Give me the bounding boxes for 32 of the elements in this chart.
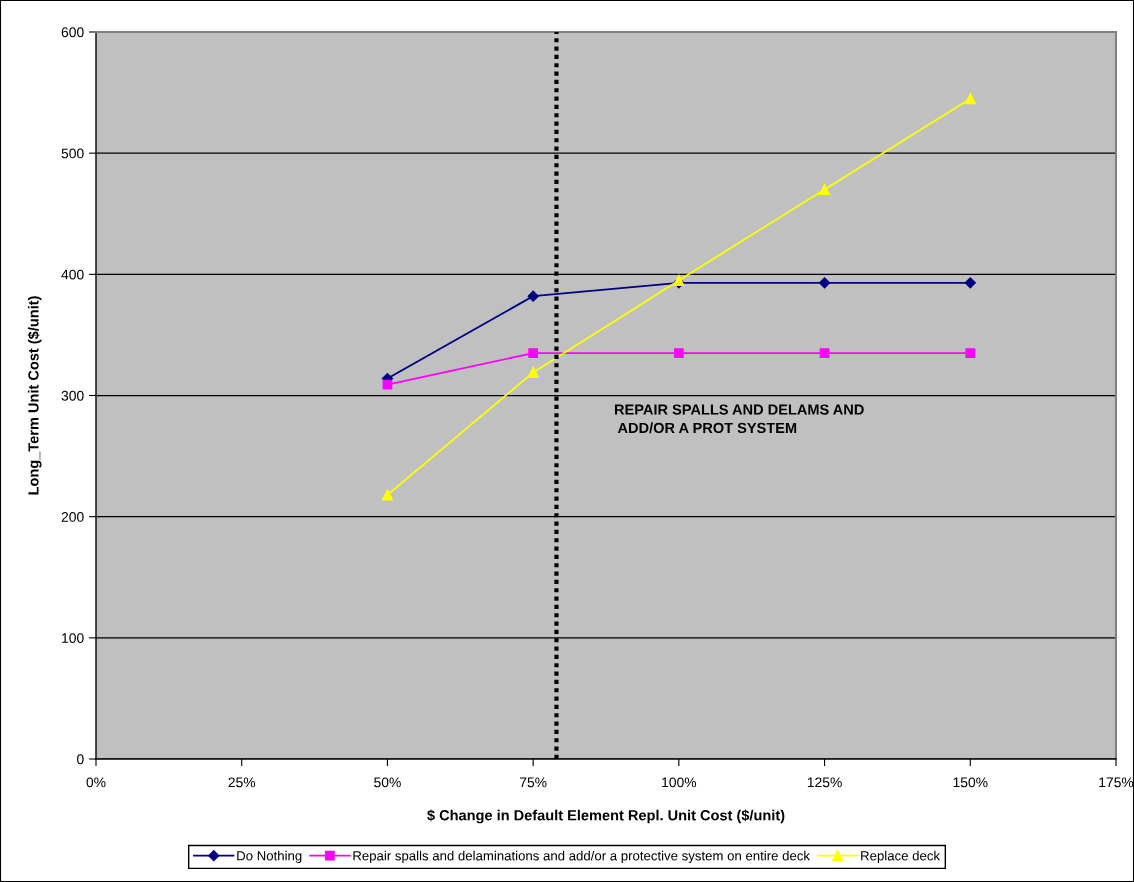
x-tick-label: 150% bbox=[953, 777, 988, 788]
y-tick-label: 600 bbox=[61, 27, 84, 38]
x-tick-label: 125% bbox=[807, 777, 842, 788]
point bbox=[381, 489, 393, 501]
legend-label: Repair spalls and delaminations and add/or a protective system on entire deck bbox=[353, 850, 811, 864]
point bbox=[965, 348, 976, 358]
point bbox=[964, 277, 976, 289]
point bbox=[819, 183, 831, 196]
y-tick-label: 0 bbox=[77, 754, 84, 765]
point bbox=[527, 366, 539, 379]
legend-label: Do Nothing bbox=[237, 850, 302, 864]
y-tick-label: 100 bbox=[62, 633, 84, 643]
y-tick-label: 400 bbox=[61, 269, 84, 280]
y-tick-label: 500 bbox=[61, 148, 84, 159]
legend-label: Replace deck bbox=[861, 850, 941, 864]
point bbox=[964, 93, 976, 105]
y-tick-label: 200 bbox=[61, 512, 84, 522]
y-tick-label: 300 bbox=[61, 390, 84, 401]
x-tick-label: 50% bbox=[374, 777, 401, 788]
x-tick-label: 175% bbox=[1099, 777, 1134, 788]
point bbox=[527, 290, 539, 302]
point bbox=[819, 348, 830, 358]
x-tick-label: 25% bbox=[228, 777, 256, 788]
annotation: REPAIR SPALLS AND DELAMS AND ADD/OR A PROT SYSTEM bbox=[614, 404, 864, 434]
x-tick-label: 100% bbox=[662, 777, 697, 788]
x-tick-label: 0% bbox=[86, 777, 106, 788]
point bbox=[818, 277, 831, 289]
point bbox=[673, 348, 684, 358]
y-axis-title: Long_Term Unit Cost ($/unit) bbox=[27, 296, 42, 495]
x-axis-title: $ Change in Default Element Repl. Unit Cost ($/unit) bbox=[427, 809, 785, 824]
x-tick-label: 75% bbox=[519, 777, 547, 788]
point bbox=[528, 348, 539, 358]
